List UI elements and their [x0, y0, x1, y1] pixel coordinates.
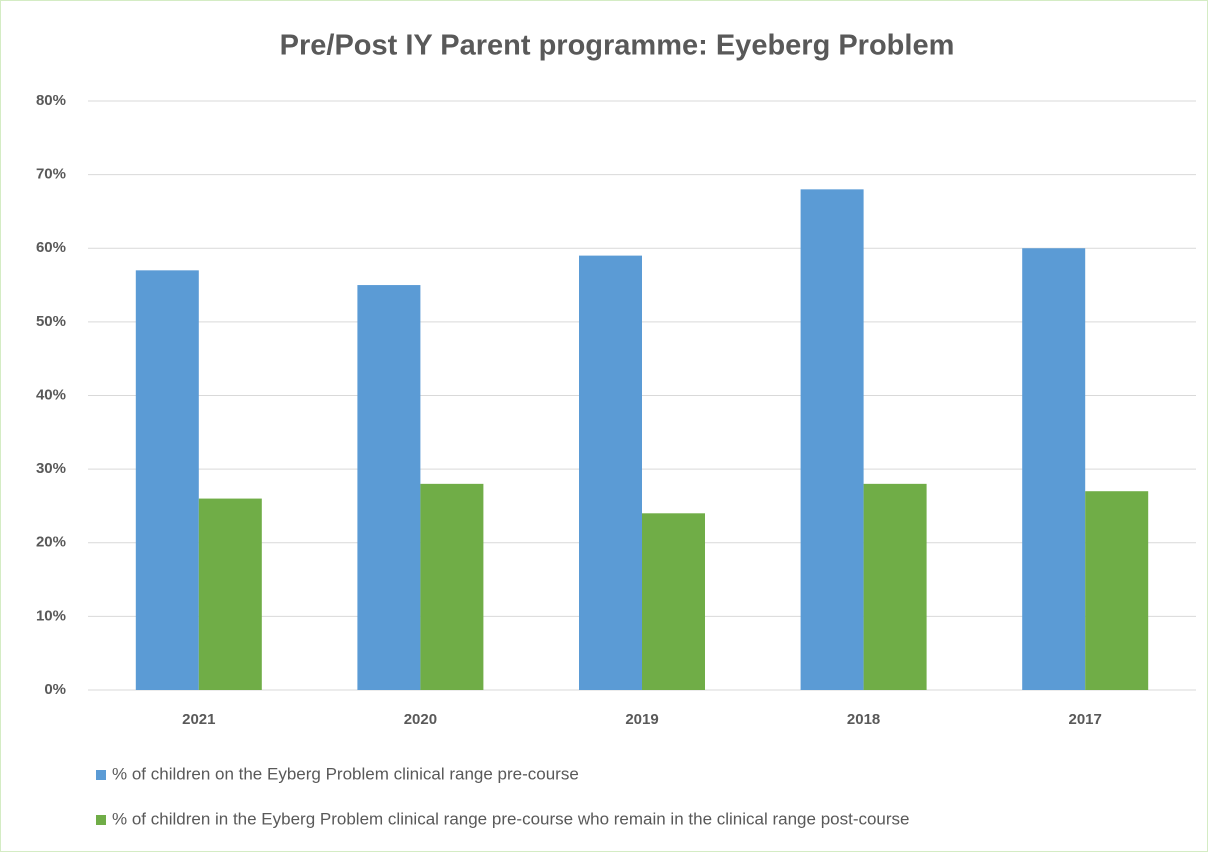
bar — [198, 498, 262, 690]
bar — [863, 483, 927, 690]
bar — [1022, 248, 1086, 690]
y-tick-label: 0% — [44, 681, 66, 698]
bar — [135, 270, 199, 690]
bar — [1085, 491, 1149, 690]
x-tick-label: 2021 — [182, 711, 215, 728]
x-tick-label: 2017 — [1069, 711, 1102, 728]
bar — [420, 483, 484, 690]
y-tick-label: 20% — [36, 534, 66, 551]
y-tick-label: 80% — [36, 92, 66, 109]
bar — [357, 285, 421, 690]
x-tick-label: 2020 — [404, 711, 437, 728]
legend-label: % of children in the Eyberg Problem clin… — [112, 809, 910, 828]
x-tick-label: 2019 — [625, 711, 658, 728]
legend-swatch — [96, 815, 106, 825]
bar — [642, 513, 705, 690]
y-tick-label: 50% — [36, 313, 66, 330]
y-tick-label: 40% — [36, 386, 66, 403]
y-tick-label: 10% — [36, 607, 66, 624]
legend-label: % of children on the Eyberg Problem clin… — [112, 764, 579, 783]
legend-swatch — [96, 770, 106, 780]
bar — [579, 255, 642, 691]
bar — [800, 189, 864, 690]
y-tick-label: 30% — [36, 460, 66, 477]
x-tick-label: 2018 — [847, 711, 880, 728]
y-tick-label: 60% — [36, 239, 66, 256]
y-tick-label: 70% — [36, 166, 66, 183]
chart-title: Pre/Post IY Parent programme: Eyeberg Pr… — [280, 30, 955, 62]
